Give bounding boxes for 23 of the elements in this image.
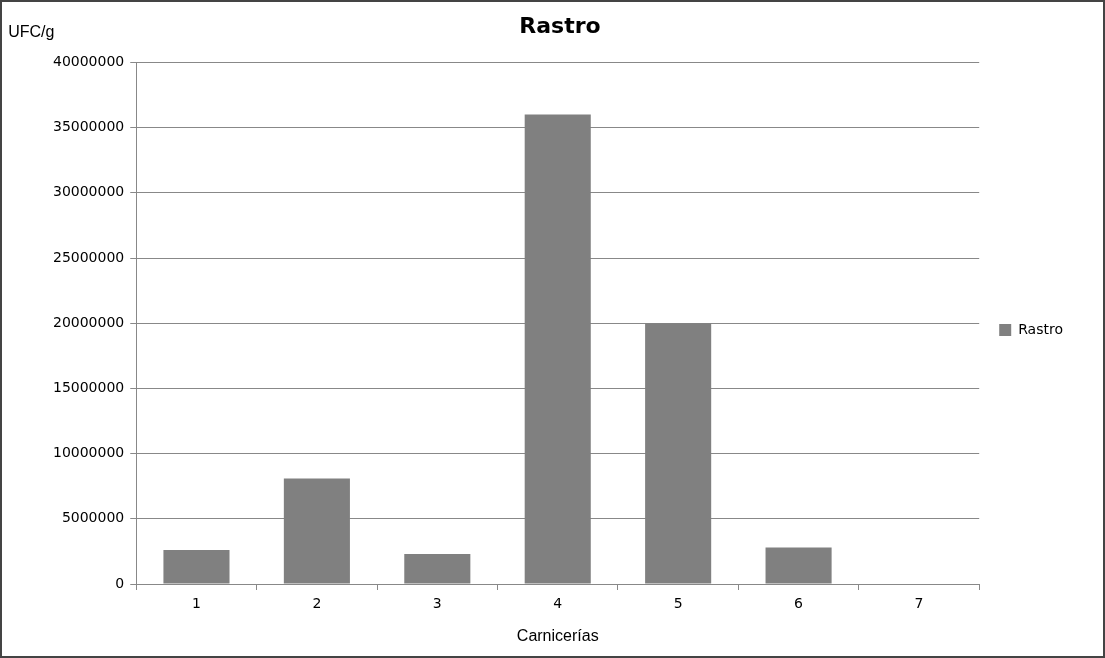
y-tick-label: 25000000 xyxy=(52,248,125,265)
y-tick-label: 20000000 xyxy=(52,313,125,330)
x-tick-label: 6 xyxy=(794,595,804,612)
y-tick-label: 35000000 xyxy=(52,118,125,135)
y-axis-title: UFC/g xyxy=(8,22,55,40)
bar xyxy=(163,550,230,584)
x-tick-label: 3 xyxy=(432,595,442,612)
y-tick-label: 10000000 xyxy=(52,444,125,461)
y-tick-label: 0 xyxy=(115,574,125,591)
y-tick-label: 5000000 xyxy=(61,509,125,526)
x-tick-label: 1 xyxy=(192,595,201,612)
chart-title: Rastro xyxy=(519,12,601,38)
y-tick-label: 40000000 xyxy=(52,53,125,70)
y-tick-label: 30000000 xyxy=(52,183,125,200)
bar xyxy=(404,554,471,584)
y-tick-label: 15000000 xyxy=(52,379,125,396)
x-tick-label: 2 xyxy=(312,595,322,612)
legend-label: Rastro xyxy=(1018,320,1063,337)
bar xyxy=(765,547,832,584)
x-tick-label: 5 xyxy=(673,595,683,612)
x-axis-title: Carnicerías xyxy=(516,626,599,644)
x-tick-label: 7 xyxy=(914,595,924,612)
x-tick-label: 4 xyxy=(553,595,563,612)
